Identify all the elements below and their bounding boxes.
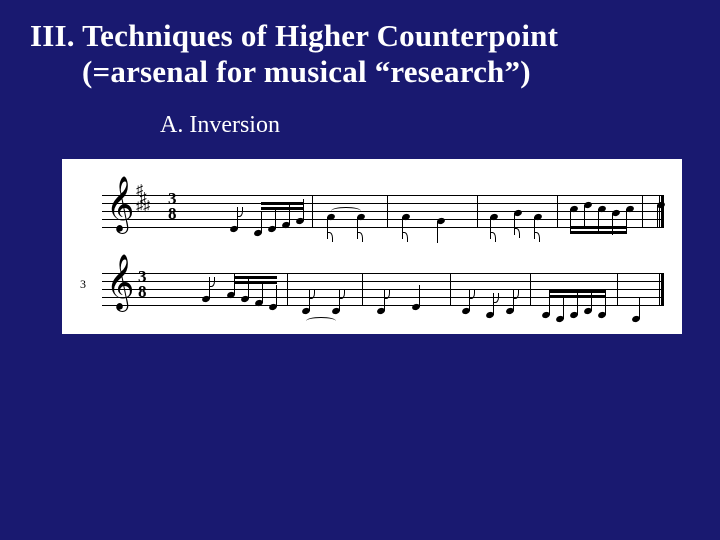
staff-2: 3 𝄞 38 — [72, 263, 672, 323]
final-barline — [659, 195, 664, 228]
final-barline — [659, 273, 664, 306]
music-score: 𝄞 ♯ ♯♯♯ 38 3 𝄞 38 — [62, 159, 682, 334]
slide-title: III. Techniques of Higher Counterpoint (… — [30, 18, 690, 90]
subpoint-a: A. Inversion — [30, 112, 690, 139]
notes-layer — [72, 263, 672, 323]
staff-1: 𝄞 ♯ ♯♯♯ 38 — [72, 185, 672, 245]
title-line-1: III. Techniques of Higher Counterpoint — [30, 18, 690, 54]
title-line-2: (=arsenal for musical “research”) — [30, 54, 690, 90]
slide: III. Techniques of Higher Counterpoint (… — [0, 0, 720, 540]
notes-layer — [72, 185, 672, 245]
